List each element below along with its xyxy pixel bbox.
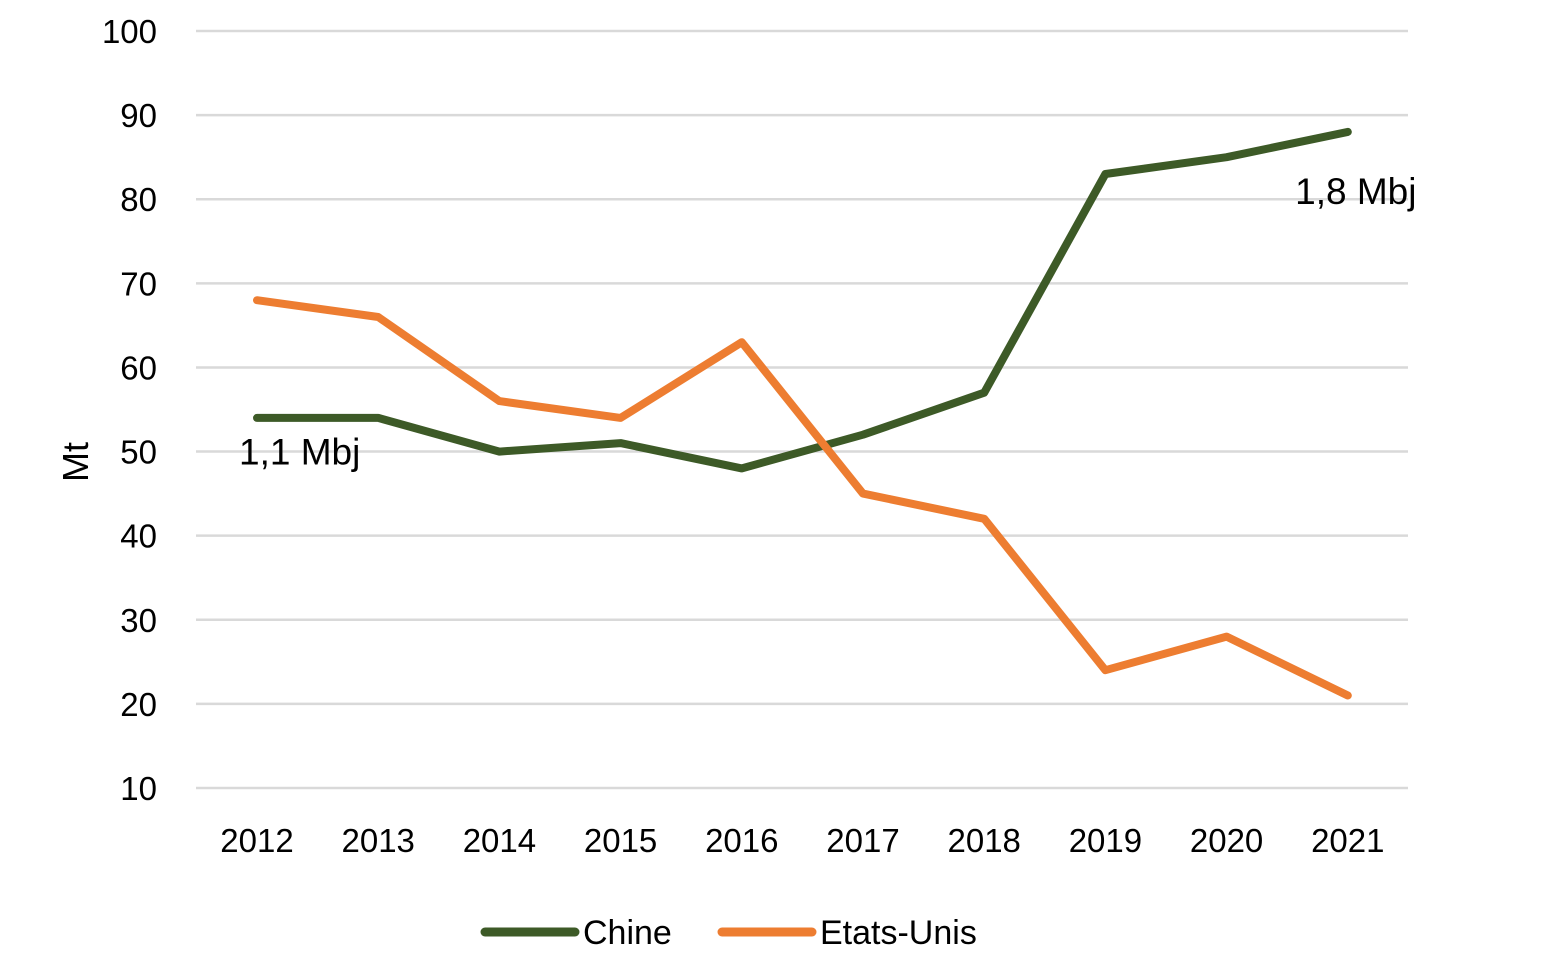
annotation-1: 1,1 Mbj (239, 432, 360, 473)
x-tick-label-2018: 2018 (947, 822, 1020, 859)
x-tick-label-2020: 2020 (1190, 822, 1263, 859)
x-tick-label-2012: 2012 (220, 822, 293, 859)
y-tick-label-40: 40 (120, 518, 157, 555)
y-tick-label-10: 10 (120, 770, 157, 807)
legend-label-2: Etats-Unis (820, 914, 977, 952)
y-axis-title: Mt (55, 442, 96, 482)
x-tick-label-2019: 2019 (1069, 822, 1142, 859)
y-tick-label-90: 90 (120, 97, 157, 134)
x-tick-label-2021: 2021 (1311, 822, 1384, 859)
y-tick-label-100: 100 (102, 13, 157, 50)
x-tick-label-2016: 2016 (705, 822, 778, 859)
series-lines (253, 127, 1352, 700)
x-tick-label-2017: 2017 (826, 822, 899, 859)
annotations: 1,1 Mbj 1,8 Mbj (239, 171, 1416, 473)
y-tick-label-20: 20 (120, 686, 157, 723)
y-tick-label-60: 60 (120, 349, 157, 386)
y-tick-label-70: 70 (120, 265, 157, 302)
y-axis-ticks: 10 20 30 40 50 60 70 80 90 100 (102, 13, 157, 807)
y-tick-label-30: 30 (120, 602, 157, 639)
legend: Chine Etats-Unis (480, 914, 977, 952)
x-axis-ticks: 2012 2013 2014 2015 2016 2017 2018 2019 2020 2021 (220, 822, 1384, 859)
annotation-2: 1,8 Mbj (1295, 171, 1416, 212)
x-tick-label-2015: 2015 (584, 822, 657, 859)
x-tick-label-2013: 2013 (341, 822, 414, 859)
legend-label-1: Chine (583, 914, 672, 952)
y-tick-label-50: 50 (120, 434, 157, 471)
y-tick-label-80: 80 (120, 181, 157, 218)
series-line-1 (253, 127, 1352, 473)
series-line-2 (253, 296, 1352, 700)
x-tick-label-2014: 2014 (463, 822, 536, 859)
gridlines (196, 29, 1408, 790)
